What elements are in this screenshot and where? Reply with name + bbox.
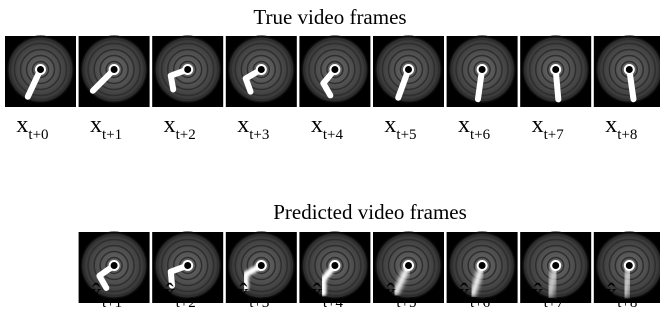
label-symbol: x xyxy=(311,112,323,138)
label-subscript: t+5 xyxy=(396,127,416,143)
label-subscript: t+8 xyxy=(617,127,637,143)
pivot xyxy=(478,65,487,74)
label-symbol: x̂ xyxy=(237,280,249,306)
label-symbol: x̂ xyxy=(458,280,470,306)
label-symbol: x xyxy=(164,112,176,138)
video-frame xyxy=(594,232,660,304)
label-symbol: x̂ xyxy=(311,280,323,306)
label-symbol: x̂ xyxy=(90,280,102,306)
frame-label: xt+8 xyxy=(605,112,637,143)
pivot xyxy=(625,65,634,74)
label-symbol: x xyxy=(384,112,396,138)
video-frame xyxy=(5,36,76,108)
pivot xyxy=(404,65,413,74)
pivot xyxy=(110,261,119,270)
video-frame xyxy=(226,36,297,108)
frame-label: xt+4 xyxy=(311,112,344,143)
video-frame xyxy=(447,36,518,108)
video-frame xyxy=(594,36,660,108)
label-subscript: t+2 xyxy=(176,127,196,143)
label-symbol: x xyxy=(605,112,617,138)
frame-label: xt+1 xyxy=(90,112,122,143)
true-frames-title: True video frames xyxy=(253,5,406,29)
label-subscript: t+7 xyxy=(544,127,565,143)
label-symbol: x xyxy=(532,112,544,138)
video-frame xyxy=(79,36,150,108)
frame-label: xt+5 xyxy=(384,112,416,143)
label-subscript: t+1 xyxy=(102,295,122,311)
label-symbol: x xyxy=(458,112,470,138)
pivot xyxy=(110,65,119,74)
pivot xyxy=(404,261,413,270)
label-subscript: t+5 xyxy=(396,295,416,311)
pivot xyxy=(551,261,560,270)
label-symbol: x̂ xyxy=(164,280,176,306)
predicted-frames-title: Predicted video frames xyxy=(273,200,467,224)
pivot xyxy=(183,65,192,74)
label-symbol: x xyxy=(16,112,28,138)
frame-label: xt+6 xyxy=(458,112,491,143)
frames: xt+0xt+1xt+2xt+3xt+4xt+5xt+6xt+7xt+8x̂t+… xyxy=(5,36,660,312)
label-subscript: t+7 xyxy=(544,295,565,311)
label-subscript: t+8 xyxy=(617,295,637,311)
pivot xyxy=(551,65,560,74)
label-subscript: t+6 xyxy=(470,127,491,143)
frame-label: xt+2 xyxy=(164,112,196,143)
label-symbol: x̂ xyxy=(384,280,396,306)
video-frame xyxy=(373,36,444,108)
video-frame xyxy=(520,36,591,108)
label-subscript: t+3 xyxy=(249,295,269,311)
label-subscript: t+0 xyxy=(28,127,48,143)
video-frame xyxy=(299,36,370,108)
pivot xyxy=(257,261,266,270)
label-subscript: t+1 xyxy=(102,127,122,143)
frame-label: xt+0 xyxy=(16,112,48,143)
pivot xyxy=(330,65,339,74)
label-symbol: x xyxy=(90,112,102,138)
pivot xyxy=(183,261,192,270)
label-subscript: t+3 xyxy=(249,127,269,143)
pivot xyxy=(330,261,339,270)
figure: True video frames Predicted video frames… xyxy=(0,0,660,317)
label-subscript: t+2 xyxy=(176,295,196,311)
frame-label: xt+7 xyxy=(532,112,565,143)
label-symbol: x xyxy=(237,112,249,138)
video-frame xyxy=(152,36,223,108)
label-subscript: t+4 xyxy=(323,127,344,143)
pivot xyxy=(36,65,45,74)
label-symbol: x̂ xyxy=(532,280,544,306)
pivot xyxy=(257,65,266,74)
label-symbol: x̂ xyxy=(605,280,617,306)
label-subscript: t+4 xyxy=(323,295,344,311)
frame-label: xt+3 xyxy=(237,112,269,143)
pivot xyxy=(625,261,634,270)
label-subscript: t+6 xyxy=(470,295,491,311)
pivot xyxy=(478,261,487,270)
